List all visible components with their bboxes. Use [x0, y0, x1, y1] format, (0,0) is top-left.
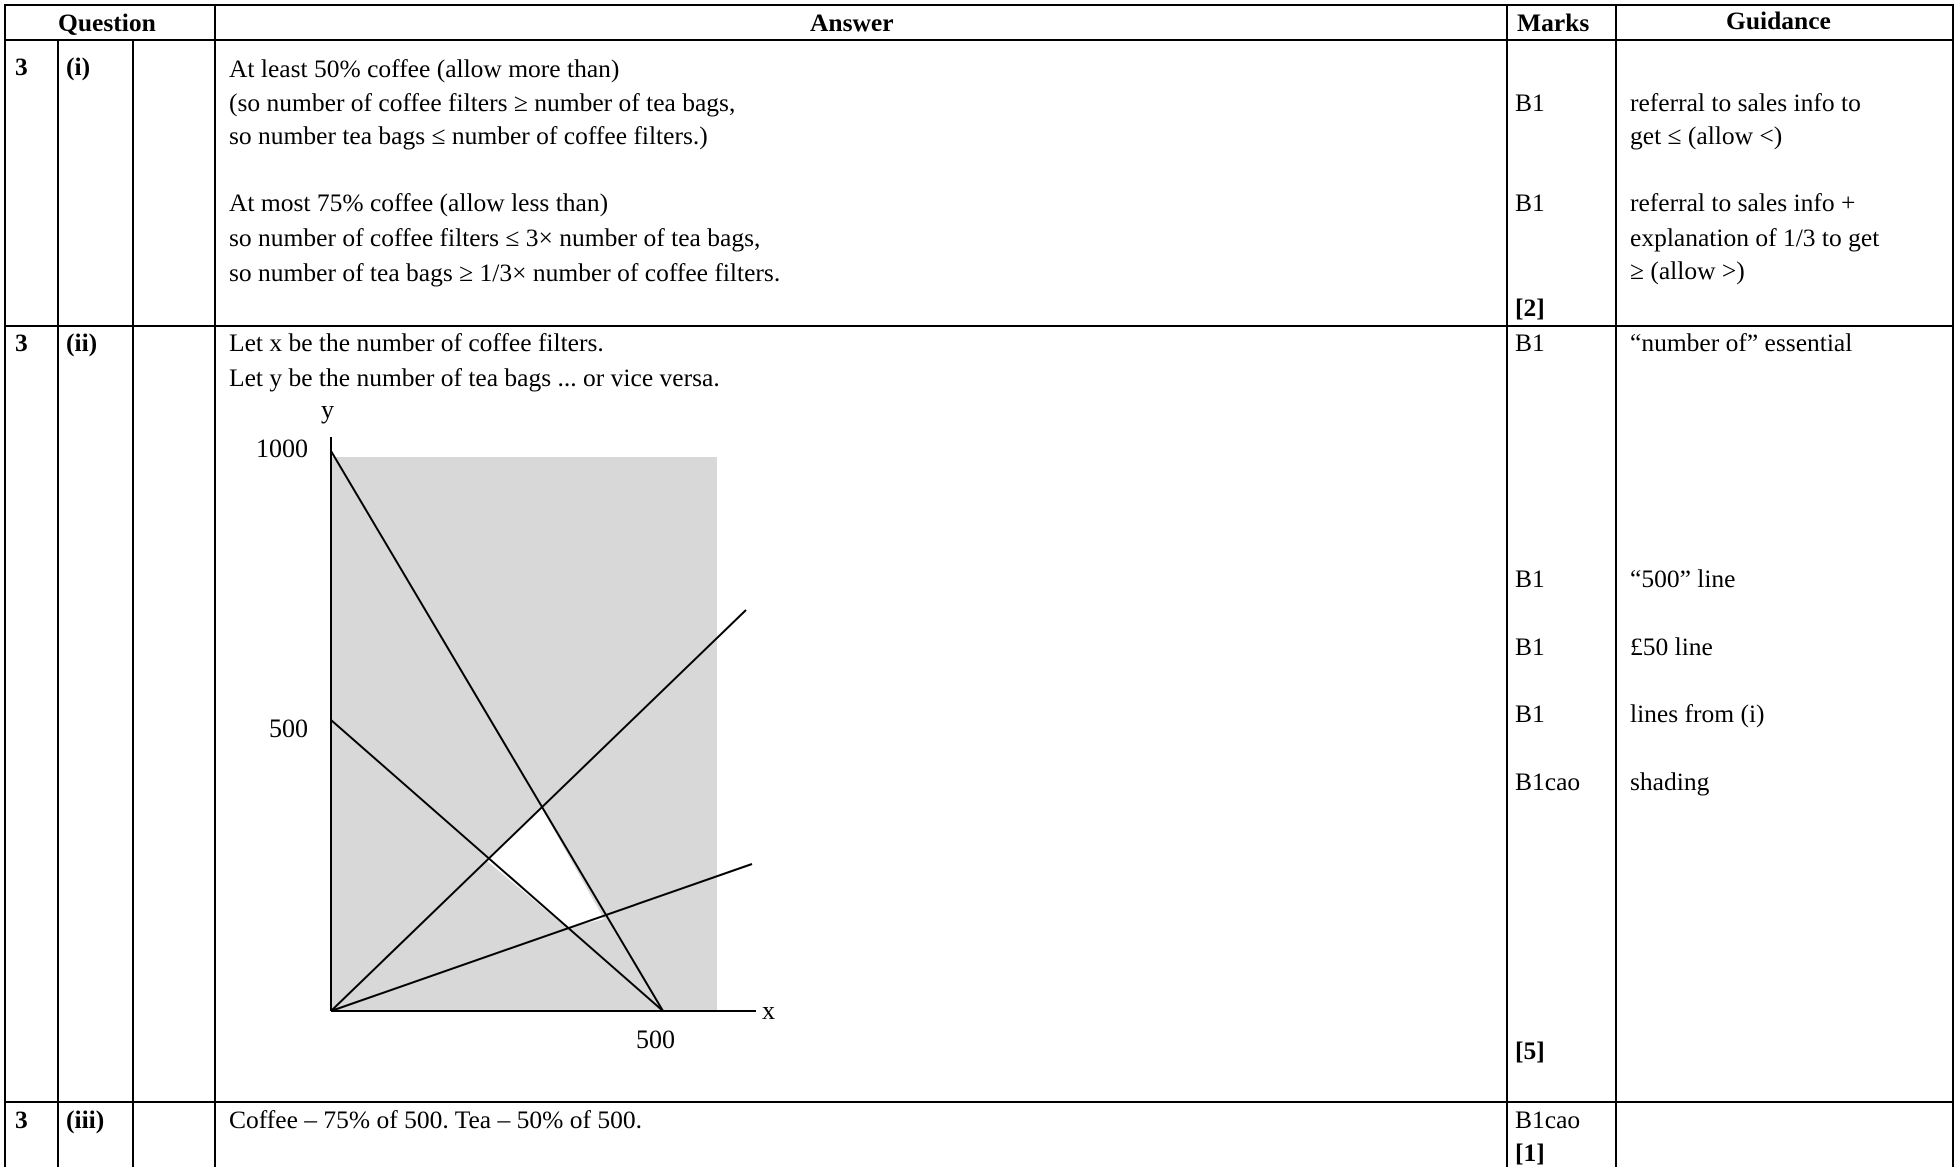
guidance-line: explanation of 1/3 to get — [1630, 223, 1880, 252]
answer-line: so number tea bags ≤ number of coffee fi… — [229, 121, 708, 150]
mark: B1 — [1515, 632, 1545, 661]
mark: B1cao — [1515, 767, 1581, 796]
y-tick-label: 1000 — [256, 434, 308, 463]
header-answer: Answer — [810, 8, 894, 37]
mark-total: [1] — [1515, 1138, 1545, 1167]
guidance-line: £50 line — [1630, 632, 1713, 661]
guidance-line: get ≤ (allow <) — [1630, 121, 1783, 150]
answer-line: (so number of coffee filters ≥ number of… — [229, 88, 736, 117]
unshaded-feasible-region — [487, 807, 604, 928]
guidance-line: ≥ (allow >) — [1630, 256, 1745, 285]
guidance-line: shading — [1630, 767, 1710, 796]
question-part: (iii) — [66, 1105, 105, 1134]
x-axis-label: x — [762, 996, 775, 1025]
guidance-line: referral to sales info to — [1630, 88, 1861, 117]
guidance-line: “number of” essential — [1630, 328, 1853, 357]
x-tick-label: 500 — [636, 1025, 675, 1054]
mark: B1 — [1515, 88, 1545, 117]
mark: B1 — [1515, 699, 1545, 728]
guidance-line: referral to sales info + — [1630, 188, 1856, 217]
question-part: (ii) — [66, 328, 98, 357]
answer-line: Let y be the number of tea bags ... or v… — [229, 363, 720, 392]
answer-line: At least 50% coffee (allow more than) — [229, 54, 620, 83]
guidance-line: “500” line — [1630, 564, 1736, 593]
line-ratio-lower — [330, 863, 753, 1012]
header-marks: Marks — [1517, 8, 1590, 37]
line-ratio-upper — [330, 609, 747, 1012]
shaded-region — [331, 457, 717, 1011]
question-number: 3 — [15, 1105, 28, 1134]
answer-line: Let x be the number of coffee filters. — [229, 328, 604, 357]
mark-total: [5] — [1515, 1036, 1545, 1065]
header-question: Question — [58, 8, 156, 37]
header-guidance: Guidance — [1726, 6, 1831, 35]
answer-line: Coffee – 75% of 500. Tea – 50% of 500. — [229, 1105, 642, 1134]
answer-line: so number of tea bags ≥ 1/3× number of c… — [229, 258, 781, 287]
line-50-pound-constraint — [330, 719, 664, 1012]
line-500-constraint — [330, 450, 664, 1012]
guidance-line: lines from (i) — [1630, 699, 1765, 728]
mark: B1 — [1515, 188, 1545, 217]
mark: B1 — [1515, 564, 1545, 593]
mark-total: [2] — [1515, 293, 1545, 322]
mark: B1cao — [1515, 1105, 1581, 1134]
y-tick-label: 500 — [269, 714, 308, 743]
question-number: 3 — [15, 328, 28, 357]
answer-line: At most 75% coffee (allow less than) — [229, 188, 609, 217]
question-number: 3 — [15, 52, 28, 81]
answer-line: so number of coffee filters ≤ 3× number … — [229, 223, 761, 252]
y-axis-label: y — [321, 395, 334, 424]
question-part: (i) — [66, 52, 91, 81]
mark: B1 — [1515, 328, 1545, 357]
